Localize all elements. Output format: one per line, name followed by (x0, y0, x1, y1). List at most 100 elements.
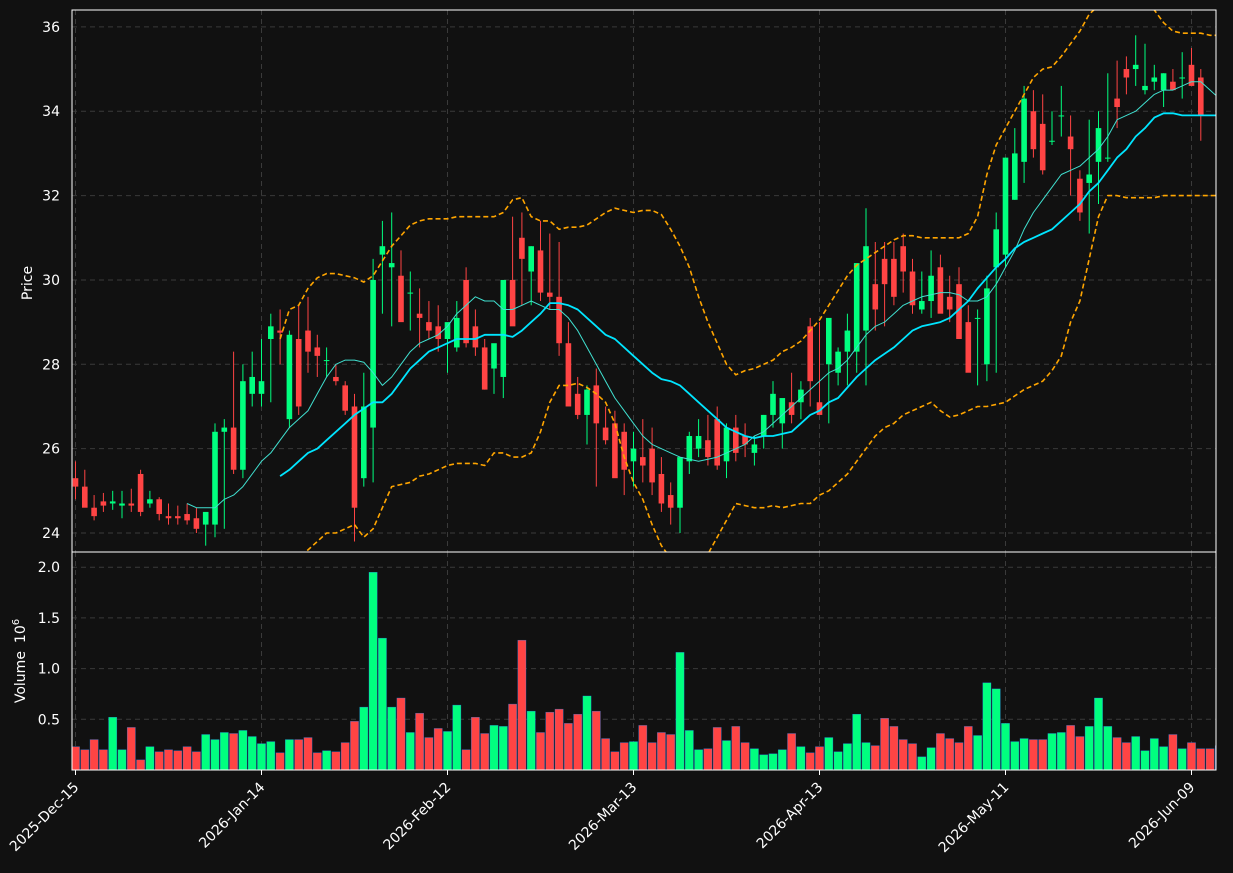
volume-bar-down (554, 708, 564, 770)
volume-bar-down (350, 721, 359, 770)
candle-body-down (416, 313, 423, 318)
volume-bar-up (722, 740, 731, 770)
candle-body-up (928, 275, 934, 302)
candle-body-down (658, 473, 665, 504)
candle-body-up (119, 503, 125, 506)
candle-body-up (1086, 174, 1092, 183)
candle-body-up (993, 229, 999, 268)
volume-bar-up (405, 732, 415, 770)
candle-body-up (258, 381, 265, 394)
candle-body-up (974, 317, 981, 319)
candle-body-up (770, 393, 776, 415)
candle-body-down (519, 237, 525, 259)
volume-bar-down (601, 738, 610, 770)
price-ytick-label: 24 (42, 526, 60, 542)
candle-body-up (1132, 64, 1139, 70)
volume-bar-down (880, 718, 889, 770)
volume-bar-up (257, 743, 266, 770)
candle-body-up (361, 406, 367, 479)
candle-body-down (277, 330, 283, 333)
volume-bar-down (331, 751, 341, 770)
candle-body-up (249, 376, 255, 394)
candle-body-up (686, 436, 693, 462)
candle-body-down (937, 267, 944, 314)
candle-body-up (444, 322, 451, 339)
volume-bar-down (294, 739, 304, 770)
volume-bar-up (1131, 736, 1141, 770)
candle-body-up (268, 326, 274, 339)
candle-body-up (1012, 153, 1018, 200)
candle-body-up (630, 448, 637, 462)
candle-body-up (844, 330, 851, 352)
volume-bar-down (154, 751, 164, 770)
candle-body-down (909, 271, 916, 306)
candle-body-down (640, 457, 646, 466)
volume-bar-down (164, 749, 173, 770)
candle-body-down (872, 284, 879, 310)
candle-body-up (286, 334, 293, 420)
volume-bar-down (573, 713, 583, 770)
volume-bars (72, 572, 1216, 770)
candle-body-down (156, 499, 162, 515)
volume-bar-down (89, 739, 99, 770)
volume-bar-up (285, 739, 294, 770)
candle-body-up (760, 414, 767, 437)
candle-body-down (175, 516, 181, 519)
volume-bar-up (387, 706, 397, 770)
volume-bar-up (1010, 741, 1020, 770)
candle-body-up (407, 292, 414, 294)
volume-bar-down (303, 737, 313, 770)
volume-bar-down (340, 742, 350, 770)
volume-bar-down (647, 742, 657, 770)
volume-bar-up (796, 746, 806, 770)
volume-bar-up (861, 742, 871, 770)
candle-body-down (1114, 98, 1120, 108)
candle-body-down (556, 296, 562, 344)
volume-bar-up (526, 710, 536, 770)
candle-body-down (1123, 69, 1130, 78)
volume-bar-up (582, 695, 592, 770)
volume-bar-down (731, 726, 741, 770)
slow-moving-average-line (279, 112, 1216, 477)
price-ytick-label: 30 (42, 273, 60, 289)
candle-body-up (500, 279, 507, 377)
volume-bar-down (908, 743, 917, 770)
volume-gridlines (72, 552, 1216, 770)
candle-body-up (1179, 77, 1185, 79)
volume-axis-unit-exponent: 6 (11, 619, 22, 625)
price-ytick-label: 26 (42, 442, 60, 458)
candle-body-down (742, 436, 748, 445)
overlay-lines (186, 10, 1216, 552)
candle-body-down (816, 402, 823, 415)
volume-bar-down (99, 749, 108, 770)
volume-bar-down (666, 734, 676, 770)
volume-bar-up (675, 652, 685, 770)
volume-axis-label: Volume 106 (11, 619, 29, 703)
volume-bar-down (1029, 739, 1038, 770)
candle-body-up (491, 343, 497, 369)
price-ytick-label: 32 (42, 189, 60, 205)
candle-body-up (1151, 77, 1158, 82)
volume-bar-up (759, 754, 769, 770)
candle-body-up (863, 246, 869, 331)
volume-bar-down (517, 639, 527, 770)
volume-bar-up (1177, 748, 1187, 770)
volume-panel-frame (71, 551, 1217, 771)
candle-body-up (798, 389, 804, 403)
volume-bar-down (870, 745, 880, 770)
volume-ytick-label: 1.0 (38, 662, 60, 678)
volume-bar-up (684, 730, 694, 770)
candle-body-up (853, 263, 860, 352)
candle-body-up (1002, 157, 1009, 255)
price-ytick-label: 28 (42, 357, 60, 373)
volume-bar-up (1019, 738, 1029, 770)
volume-panel: 0.5 1.0 1.5 2.0 Volume 106 (11, 551, 1217, 771)
candle-body-down (1198, 77, 1204, 116)
candle-body-down (612, 423, 618, 479)
candle-body-down (621, 431, 627, 470)
volume-bar-down (787, 733, 796, 770)
volume-bar-up (973, 735, 982, 770)
volume-bar-down (508, 703, 517, 770)
candle-body-up (370, 279, 376, 428)
candle-body-down (509, 279, 516, 327)
